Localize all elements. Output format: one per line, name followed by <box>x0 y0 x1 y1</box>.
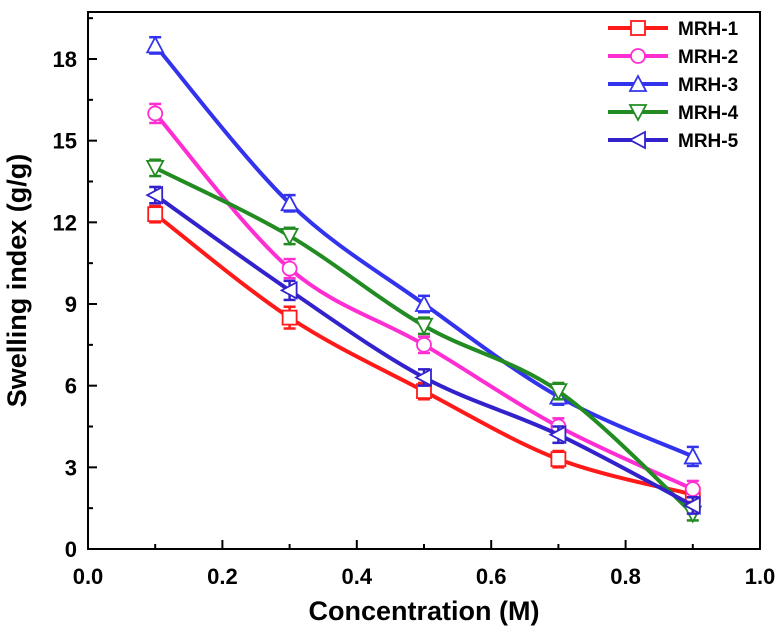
y-axis-title: Swelling index (g/g) <box>2 154 32 408</box>
legend-marker <box>628 130 646 150</box>
y-tick-label: 9 <box>65 292 77 317</box>
x-tick-label: 1.0 <box>745 564 776 589</box>
data-point <box>414 368 432 387</box>
data-point <box>548 425 567 445</box>
x-tick-label: 0.0 <box>73 564 104 589</box>
series-mrh-3 <box>145 35 703 468</box>
legend-marker <box>628 74 648 92</box>
legend-label: MRH-4 <box>678 103 739 124</box>
x-tick-label: 0.6 <box>476 564 507 589</box>
x-tick-label: 0.8 <box>610 564 641 589</box>
x-axis-title: Concentration (M) <box>309 596 540 626</box>
legend-marker <box>630 48 646 64</box>
data-point <box>279 280 298 300</box>
series-mrh-5 <box>145 185 701 515</box>
y-tick-label: 0 <box>65 537 77 562</box>
y-tick-label: 12 <box>53 210 77 235</box>
x-tick-label: 0.2 <box>207 564 238 589</box>
legend-label: MRH-3 <box>678 75 738 96</box>
y-tick-label: 15 <box>53 129 77 154</box>
series-layer <box>145 35 703 524</box>
data-point <box>281 309 298 326</box>
data-point <box>550 451 567 468</box>
data-point <box>147 105 164 122</box>
data-point <box>145 185 164 205</box>
x-tick-label: 0.4 <box>342 564 373 589</box>
legend-marker <box>628 104 648 122</box>
legend-item-mrh-1: MRH-1 <box>608 19 739 40</box>
y-tick-label: 6 <box>65 374 77 399</box>
y-tick-label: 3 <box>65 455 77 480</box>
legend-label: MRH-2 <box>678 47 738 68</box>
data-point <box>414 317 434 336</box>
legend-item-mrh-4: MRH-4 <box>608 103 739 124</box>
data-point <box>684 481 701 498</box>
data-point <box>416 336 432 353</box>
data-point <box>682 495 701 515</box>
legend-marker <box>630 20 646 36</box>
data-point <box>280 193 300 212</box>
legend-label: MRH-5 <box>678 131 739 152</box>
data-point <box>548 383 568 402</box>
axes: 0.0 0.2 0.4 0.6 0.8 1.0 0 3 6 9 12 15 18 <box>53 11 776 589</box>
data-point <box>147 206 164 223</box>
legend-item-mrh-3: MRH-3 <box>608 74 738 96</box>
legend: MRH-1 MRH-2 MRH-3 MRH-4 MRH-5 <box>608 19 739 152</box>
data-point <box>683 446 703 465</box>
legend-item-mrh-5: MRH-5 <box>608 130 739 152</box>
data-point <box>145 159 165 178</box>
data-point <box>280 228 300 246</box>
y-tick-label: 18 <box>53 47 77 72</box>
data-point <box>145 35 165 54</box>
plot-frame <box>87 11 761 550</box>
legend-item-mrh-2: MRH-2 <box>608 47 738 68</box>
legend-label: MRH-1 <box>678 19 739 40</box>
data-point <box>281 260 298 277</box>
data-point <box>414 294 434 312</box>
